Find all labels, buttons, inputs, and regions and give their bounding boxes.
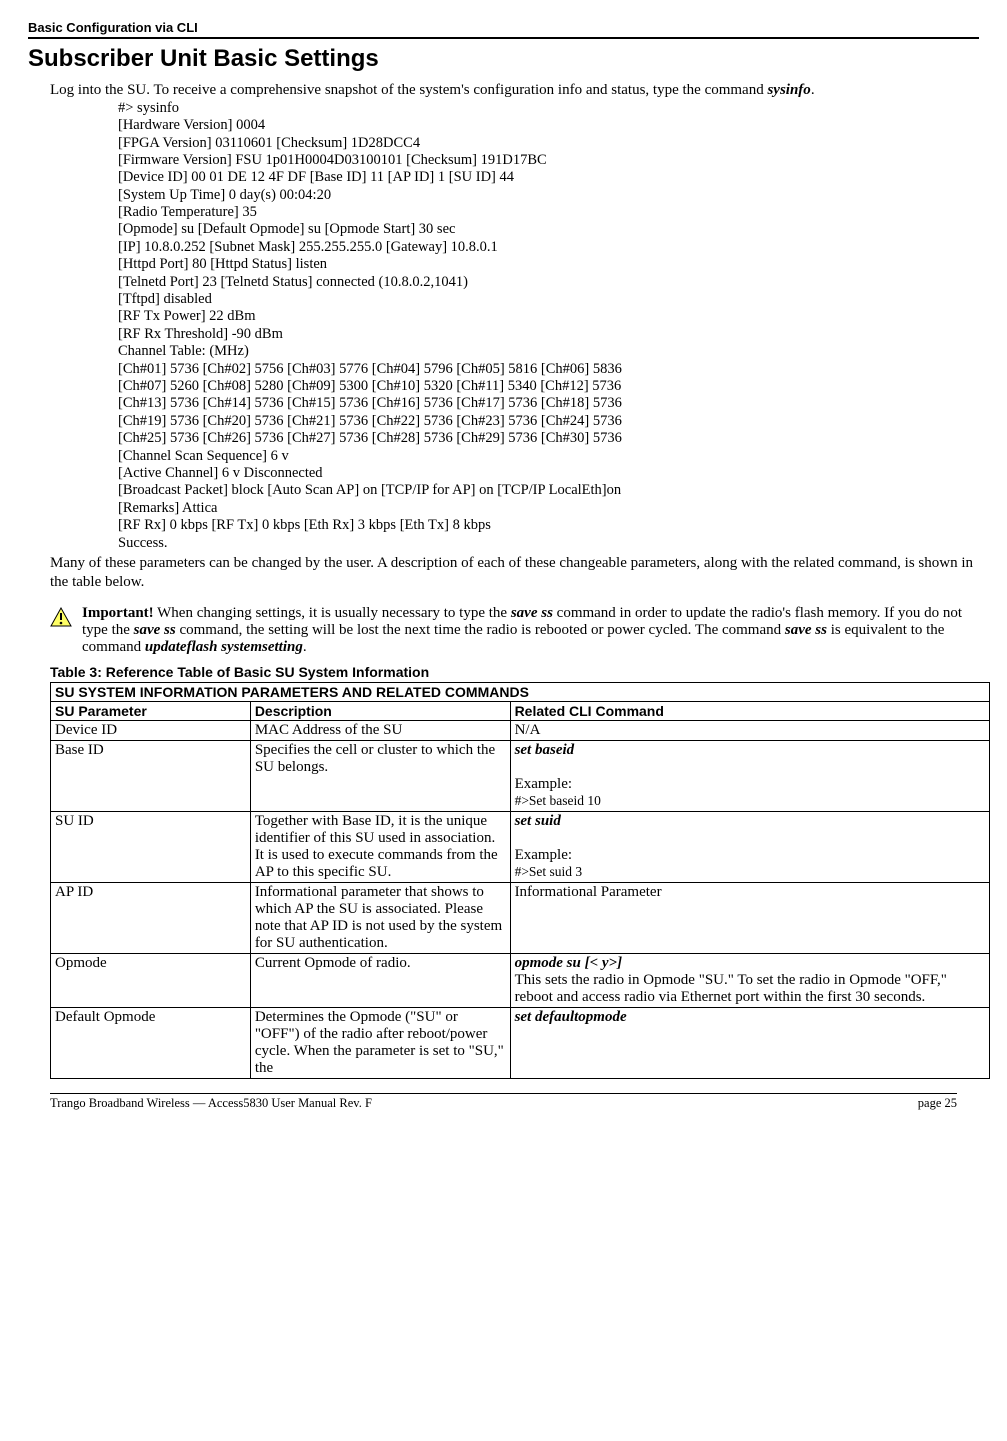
param-cell: SU ID bbox=[51, 812, 251, 883]
desc-cell: Specifies the cell or cluster to which t… bbox=[250, 741, 510, 812]
warning-icon bbox=[50, 607, 72, 632]
table-row: OpmodeCurrent Opmode of radio.opmode su … bbox=[51, 954, 990, 1008]
important-label: Important! bbox=[82, 605, 154, 621]
param-cell: Opmode bbox=[51, 954, 251, 1008]
table-row: Base IDSpecifies the cell or cluster to … bbox=[51, 741, 990, 812]
page-title: Subscriber Unit Basic Settings bbox=[28, 45, 979, 73]
table-caption: Table 3: Reference Table of Basic SU Sys… bbox=[50, 664, 979, 680]
param-cell: AP ID bbox=[51, 883, 251, 954]
param-cell: Default Opmode bbox=[51, 1008, 251, 1079]
table-header-row: SU ParameterDescriptionRelated CLI Comma… bbox=[51, 702, 990, 721]
cmd-cell: set suid Example:#>Set suid 3 bbox=[510, 812, 989, 883]
desc-cell: Informational parameter that shows to wh… bbox=[250, 883, 510, 954]
table-column-header: Related CLI Command bbox=[510, 702, 989, 721]
footer-right: page 25 bbox=[918, 1096, 957, 1111]
su-params-table: SU SYSTEM INFORMATION PARAMETERS AND REL… bbox=[50, 682, 990, 1079]
cmd-cell: N/A bbox=[510, 721, 989, 741]
page-footer: Trango Broadband Wireless — Access5830 U… bbox=[50, 1093, 957, 1111]
cmd-cell: set baseid Example:#>Set baseid 10 bbox=[510, 741, 989, 812]
desc-cell: Current Opmode of radio. bbox=[250, 954, 510, 1008]
table-column-header: Description bbox=[250, 702, 510, 721]
footer-left: Trango Broadband Wireless — Access5830 U… bbox=[50, 1096, 372, 1111]
cmd-cell: opmode su [< y>]This sets the radio in O… bbox=[510, 954, 989, 1008]
intro-paragraph: Log into the SU. To receive a comprehens… bbox=[50, 81, 979, 100]
cmd-cell: set defaultopmode bbox=[510, 1008, 989, 1079]
table-row: AP IDInformational parameter that shows … bbox=[51, 883, 990, 954]
intro-text-a: Log into the SU. To receive a comprehens… bbox=[50, 82, 767, 98]
after-sysinfo-text: Many of these parameters can be changed … bbox=[50, 554, 979, 592]
desc-cell: Determines the Opmode ("SU" or "OFF") of… bbox=[250, 1008, 510, 1079]
table-title: SU SYSTEM INFORMATION PARAMETERS AND REL… bbox=[51, 683, 990, 702]
desc-cell: Together with Base ID, it is the unique … bbox=[250, 812, 510, 883]
table-row: Default OpmodeDetermines the Opmode ("SU… bbox=[51, 1008, 990, 1079]
sysinfo-output: #> sysinfo [Hardware Version] 0004 [FPGA… bbox=[118, 100, 979, 552]
cmd-cell: Informational Parameter bbox=[510, 883, 989, 954]
param-cell: Device ID bbox=[51, 721, 251, 741]
table-row: Device IDMAC Address of the SUN/A bbox=[51, 721, 990, 741]
table-column-header: SU Parameter bbox=[51, 702, 251, 721]
important-text: Important! When changing settings, it is… bbox=[82, 605, 979, 656]
intro-cmd: sysinfo bbox=[767, 82, 810, 98]
table-row: SU IDTogether with Base ID, it is the un… bbox=[51, 812, 990, 883]
section-header: Basic Configuration via CLI bbox=[28, 20, 979, 39]
important-note: Important! When changing settings, it is… bbox=[50, 605, 979, 656]
intro-text-c: . bbox=[811, 82, 815, 98]
param-cell: Base ID bbox=[51, 741, 251, 812]
desc-cell: MAC Address of the SU bbox=[250, 721, 510, 741]
